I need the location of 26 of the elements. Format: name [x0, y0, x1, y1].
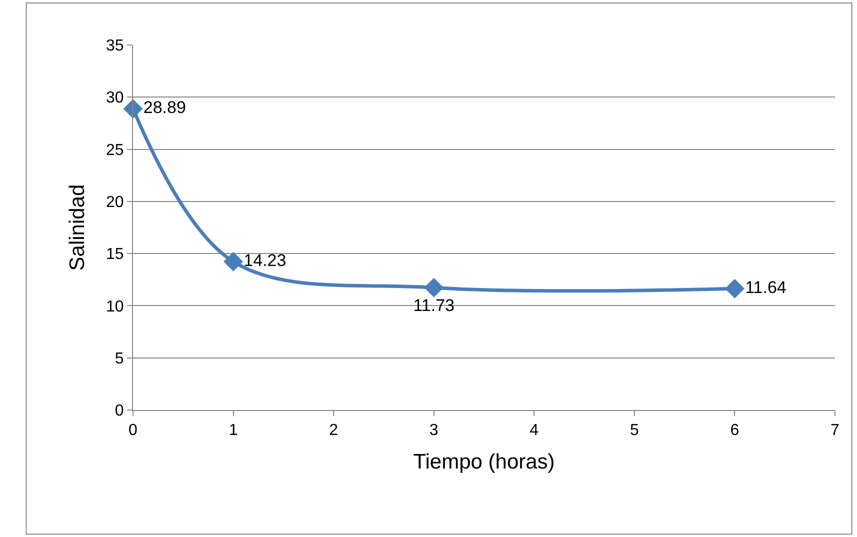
x-tick-label: 7: [830, 422, 840, 440]
x-tick-label: 6: [730, 422, 740, 440]
y-tick-label: 25: [106, 142, 124, 159]
y-tick-label: 35: [106, 38, 124, 55]
y-tick-label: 15: [106, 246, 124, 264]
data-label: 11.73: [413, 296, 454, 315]
data-label: 11.64: [745, 278, 786, 297]
data-label: 14.23: [244, 250, 286, 270]
data-label: 28.89: [143, 98, 186, 117]
y-tick-label: 10: [106, 298, 124, 316]
x-tick-label: 0: [128, 422, 138, 440]
y-tick-label: 30: [106, 90, 124, 107]
x-tick-label: 3: [429, 422, 438, 440]
y-tick-label: 20: [106, 194, 124, 212]
point: [123, 98, 143, 118]
x-tick-label: 5: [630, 422, 639, 440]
point: [724, 278, 744, 298]
y-tick-label: 5: [114, 350, 124, 368]
x-tick-label: 2: [329, 422, 338, 440]
point: [424, 278, 444, 298]
y-tick-label: 0: [114, 402, 124, 420]
x-axis-title: Tiempo (horas): [413, 450, 555, 474]
point: [224, 252, 244, 272]
x-tick-label: 1: [228, 422, 238, 440]
x-tick-label: 4: [530, 422, 539, 440]
y-axis-title: Salinidad: [66, 184, 90, 271]
